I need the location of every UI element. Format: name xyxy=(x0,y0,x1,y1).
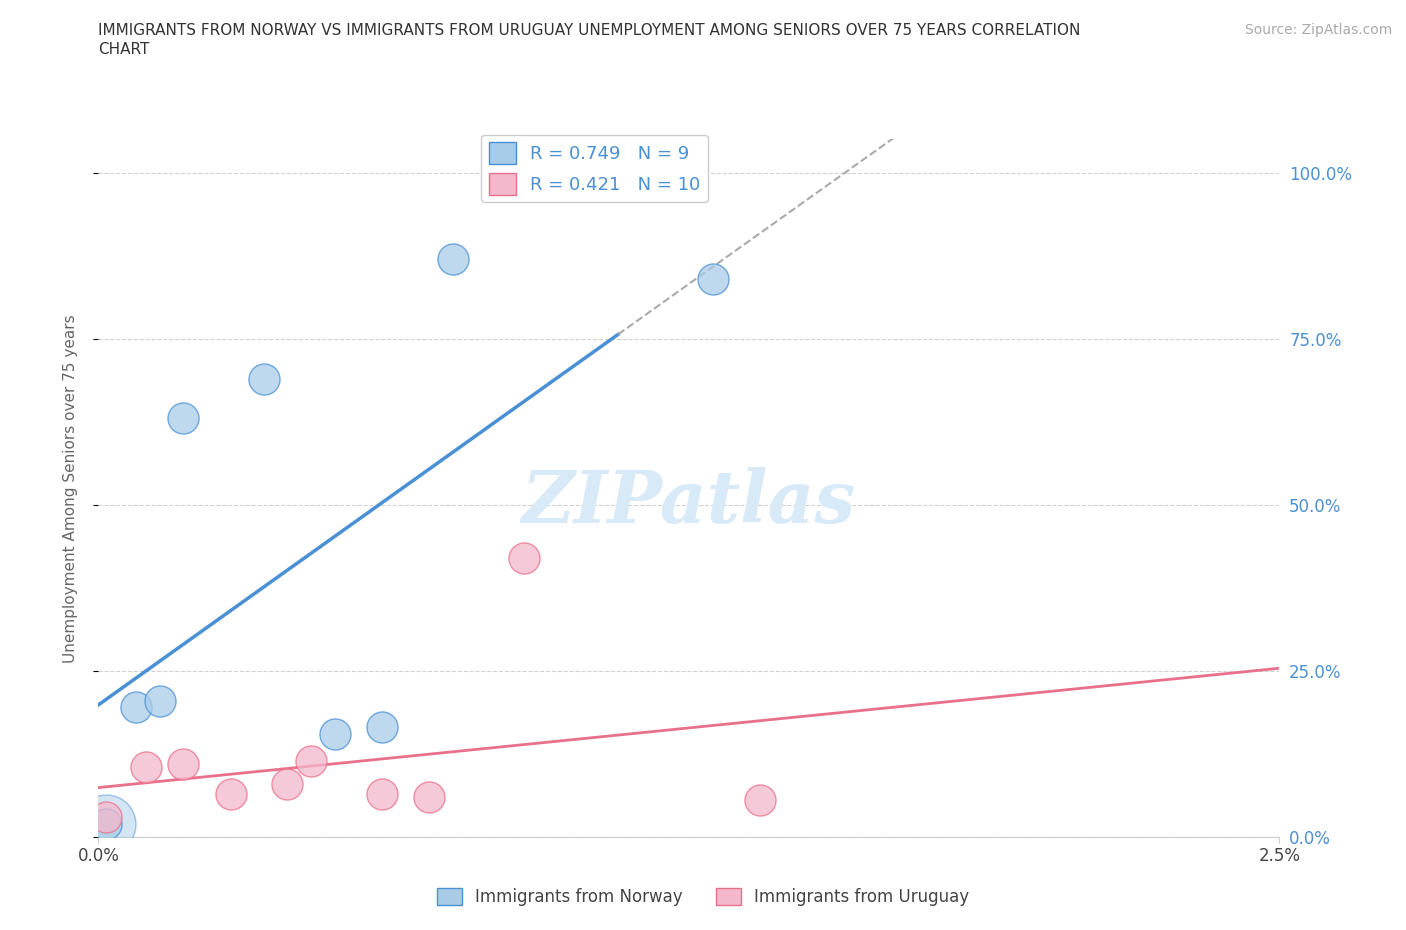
Text: Source: ZipAtlas.com: Source: ZipAtlas.com xyxy=(1244,23,1392,37)
Point xyxy=(149,694,172,709)
Point xyxy=(748,793,770,808)
Point xyxy=(125,700,148,715)
Text: IMMIGRANTS FROM NORWAY VS IMMIGRANTS FROM URUGUAY UNEMPLOYMENT AMONG SENIORS OVE: IMMIGRANTS FROM NORWAY VS IMMIGRANTS FRO… xyxy=(98,23,1081,38)
Point xyxy=(418,790,440,804)
Point xyxy=(441,252,464,267)
Point xyxy=(371,787,394,802)
Legend: R = 0.749   N = 9, R = 0.421   N = 10: R = 0.749 N = 9, R = 0.421 N = 10 xyxy=(481,135,707,202)
Y-axis label: Unemployment Among Seniors over 75 years: Unemployment Among Seniors over 75 years xyxy=(63,314,77,662)
Point xyxy=(253,371,276,386)
Point xyxy=(94,810,117,825)
Point xyxy=(512,551,534,565)
Point xyxy=(702,272,724,286)
Point xyxy=(371,720,394,735)
Point xyxy=(299,753,322,768)
Text: ZIPatlas: ZIPatlas xyxy=(522,467,856,538)
Point xyxy=(94,817,117,831)
Point xyxy=(276,777,298,791)
Point xyxy=(219,787,242,802)
Point xyxy=(172,756,194,771)
Point xyxy=(172,411,194,426)
Text: CHART: CHART xyxy=(98,42,150,57)
Point xyxy=(135,760,157,775)
Point xyxy=(94,817,117,831)
Point xyxy=(323,726,346,741)
Legend: Immigrants from Norway, Immigrants from Uruguay: Immigrants from Norway, Immigrants from … xyxy=(430,881,976,912)
